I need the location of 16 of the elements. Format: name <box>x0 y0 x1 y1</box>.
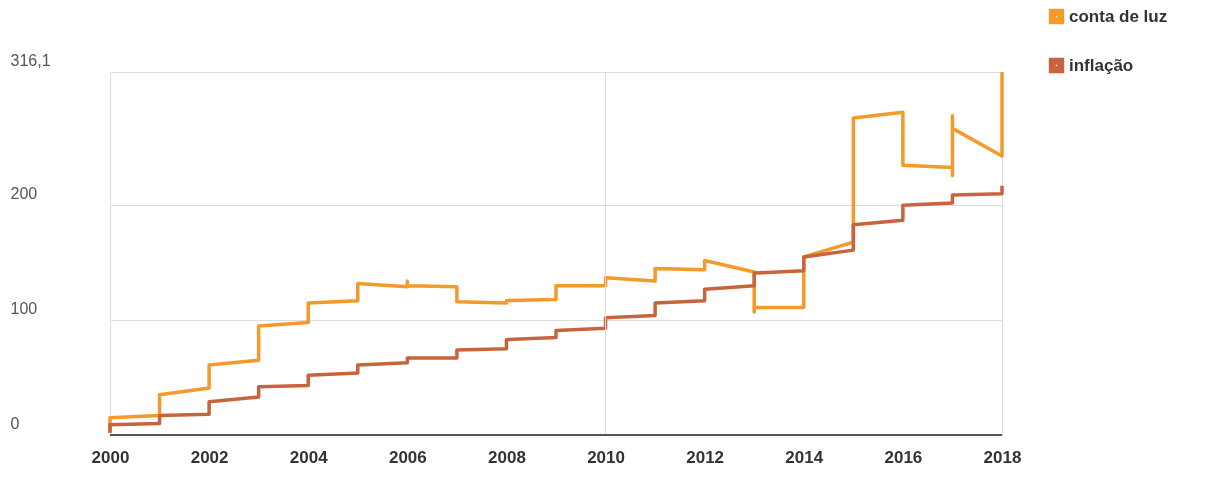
y-tick-label: 316,1 <box>10 51 51 69</box>
x-tick-label: 2000 <box>91 447 130 467</box>
legend-label: conta de luz <box>1069 6 1168 26</box>
x-tick-label: 2008 <box>488 447 526 467</box>
x-tick-label: 2012 <box>686 447 725 467</box>
legend-label: inflação <box>1069 55 1134 75</box>
x-tick-label: 2002 <box>190 447 229 467</box>
y-tick-label: 200 <box>10 184 38 202</box>
x-tick-label: 2006 <box>388 447 427 467</box>
x-tick-label: 2010 <box>587 447 625 467</box>
x-tick-label: 2014 <box>785 447 824 467</box>
x-tick-label: 2004 <box>289 447 329 467</box>
y-tick-label: 100 <box>10 299 38 317</box>
y-tick-label: 0 <box>10 414 20 432</box>
x-tick-label: 2018 <box>983 447 1022 467</box>
x-tick-label: 2016 <box>884 447 923 467</box>
